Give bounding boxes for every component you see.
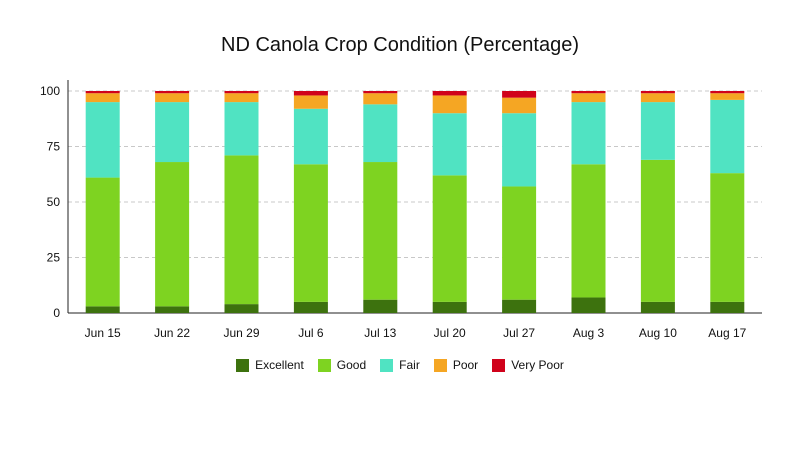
bar-segment-poor [293,95,328,109]
legend-swatch [433,358,447,372]
bar-segment-excellent [224,304,259,313]
y-tick-label: 50 [47,195,61,209]
bar-segment-poor [640,93,675,103]
bar-segment-excellent [85,306,120,313]
bar-segment-excellent [293,301,328,313]
bar-segment-very-poor [571,91,606,94]
x-tick-label: Aug 10 [639,326,677,340]
bar-segment-very-poor [224,91,259,94]
y-tick-label: 25 [47,251,61,265]
y-tick-label: 0 [53,306,60,320]
x-tick-label: Aug 3 [573,326,605,340]
bar-segment-excellent [432,301,467,313]
x-tick-label: Jul 13 [364,326,396,340]
bar-segment-fair [502,113,537,187]
legend-item: Excellent [236,358,304,372]
bar-segment-poor [224,93,259,103]
bar-segment-fair [224,102,259,156]
bar-segment-excellent [640,301,675,313]
legend-label: Fair [399,358,420,372]
bar-segment-good [85,177,120,307]
bar-segment-excellent [502,299,537,313]
bar-segment-excellent [710,301,745,313]
bar-segment-fair [710,99,745,174]
legend-item: Very Poor [492,358,564,372]
bar-segment-poor [710,93,745,100]
bar-segment-excellent [155,306,190,313]
bar-segment-very-poor [85,91,120,94]
legend-label: Poor [452,358,479,372]
bar-segment-fair [85,102,120,178]
bar-segment-poor [155,93,190,103]
bar-segment-excellent [363,299,398,313]
bar-segment-fair [432,113,467,176]
bar-segment-very-poor [155,91,190,94]
bar-segment-fair [363,104,398,163]
x-tick-label: Jul 6 [298,326,324,340]
legend-swatch [317,358,331,372]
bar-segment-good [571,164,606,298]
bar-segment-excellent [571,297,606,313]
legend-item: Good [317,358,367,372]
bar-segment-poor [571,93,606,103]
chart-title: ND Canola Crop Condition (Percentage) [221,34,579,56]
bar-segment-poor [432,95,467,114]
bar-segment-fair [571,102,606,165]
bar-segment-good [640,159,675,302]
bar-segment-good [155,162,190,307]
legend-item: Fair [380,358,420,372]
legend-label: Excellent [255,358,304,372]
bar-segment-good [432,175,467,302]
x-tick-label: Jun 29 [223,326,259,340]
bar-segment-very-poor [293,91,328,96]
bar-segment-very-poor [640,91,675,94]
bar-segment-very-poor [432,91,467,96]
bar-segment-poor [85,93,120,103]
bar-segment-very-poor [363,91,398,94]
bar-segment-good [502,186,537,300]
bar-segment-good [224,155,259,305]
x-tick-label: Jul 20 [434,326,466,340]
bar-segment-fair [640,102,675,160]
x-tick-label: Jul 27 [503,326,535,340]
bar-segment-poor [502,97,537,114]
x-tick-label: Jun 22 [154,326,190,340]
legend-item: Poor [433,358,479,372]
bar-segment-very-poor [710,91,745,94]
legend-swatch [236,358,250,372]
bar-segment-fair [293,108,328,165]
x-tick-label: Aug 17 [708,326,746,340]
legend: Excellent Good Fair Poor Very Poor [0,358,800,372]
legend-label: Very Poor [511,358,564,372]
x-tick-label: Jun 15 [85,326,121,340]
bar-segment-good [293,164,328,302]
bar-segment-good [710,173,745,302]
legend-label: Good [336,358,367,372]
legend-swatch [380,358,394,372]
legend-swatch [492,358,506,372]
bar-segment-poor [363,93,398,105]
bar-segment-good [363,162,398,300]
bar-segment-very-poor [502,91,537,98]
y-tick-label: 75 [47,140,61,154]
y-tick-label: 100 [40,84,60,98]
bar-segment-fair [155,102,190,163]
